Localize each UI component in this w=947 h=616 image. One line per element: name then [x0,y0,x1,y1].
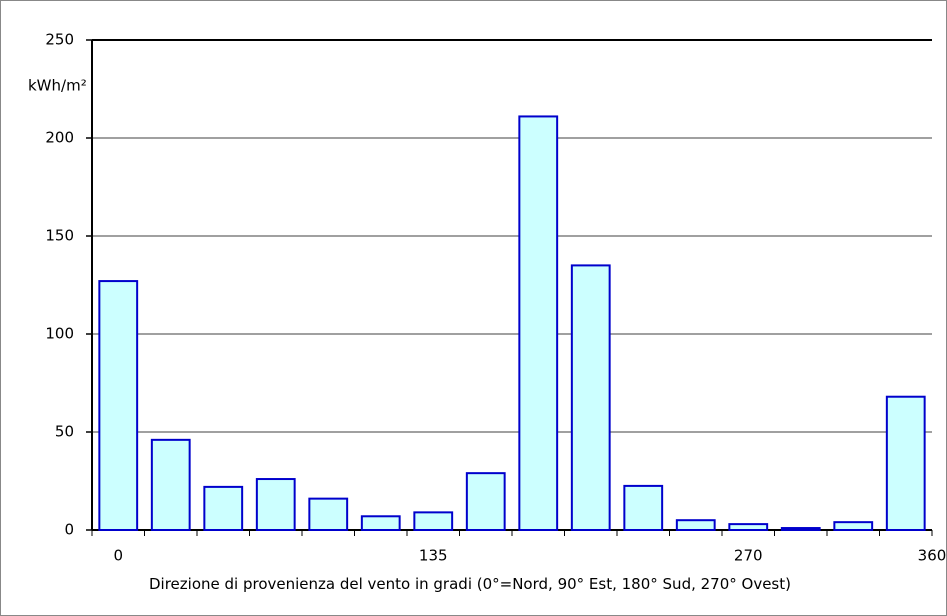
bar [885,395,926,531]
x-tick-label: 135 [419,547,448,565]
bar [623,484,664,531]
bar [360,515,401,532]
y-tick-label: 0 [64,521,74,539]
bar [98,280,139,531]
bar [465,472,506,532]
bar [780,527,821,531]
y-tick-label: 200 [45,129,74,147]
bar [203,485,244,532]
bar [570,264,611,531]
x-tick-label: 360 [918,547,947,565]
y-axis-label: kWh/m² [28,77,87,95]
y-tick-label: 150 [45,227,74,245]
bar [308,497,349,532]
bar [413,511,454,531]
y-tick-label: 50 [55,423,74,441]
y-tick-label: 250 [45,31,74,49]
bar [255,478,296,532]
bar [150,438,191,531]
x-tick-label: 0 [113,547,123,565]
x-axis-label: Direzione di provenienza del vento in gr… [149,575,791,593]
bar [728,523,769,531]
x-tick-label: 270 [734,547,763,565]
bar [518,115,559,531]
y-tick-label: 100 [45,325,74,343]
bar [675,519,716,532]
bar [833,521,874,531]
